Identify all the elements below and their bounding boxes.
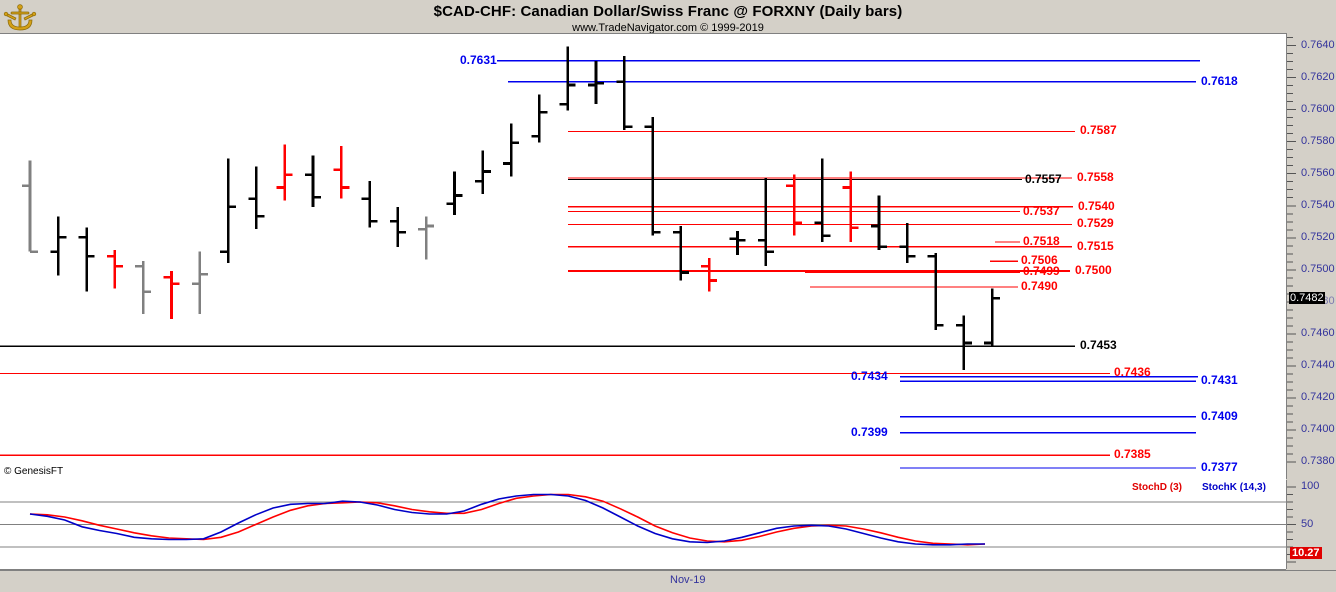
price-level-label[interactable]: 0.7399: [851, 424, 888, 439]
price-axis-tick: 0.7500: [1301, 262, 1335, 275]
price-level-label[interactable]: 0.7506: [1021, 253, 1058, 268]
stochastic-axis-ticks: [1287, 486, 1296, 563]
price-level-label[interactable]: 0.7537: [1023, 203, 1060, 218]
price-level-label[interactable]: 0.7409: [1201, 408, 1238, 423]
stochastic-svg: [0, 493, 1286, 548]
price-level-label[interactable]: 0.7515: [1077, 238, 1114, 253]
price-chart-pane[interactable]: 0.7631 0.7618 0.7587 0.7558 0.7557 0.7540 0.75…: [0, 33, 1286, 481]
price-level-label[interactable]: 0.7499: [1023, 264, 1060, 279]
price-level-label[interactable]: 0.7377: [1201, 459, 1238, 474]
price-axis-tick: 0.7620: [1301, 70, 1335, 83]
trade-navigator-logo: [2, 2, 38, 34]
price-axis-tick: 0.7580: [1301, 134, 1335, 147]
price-level-label[interactable]: 0.7518: [1023, 234, 1060, 249]
price-axis-tick: 0.7520: [1301, 230, 1335, 243]
price-axis-tick: 0.7400: [1301, 423, 1335, 436]
stochastic-pane[interactable]: StochD (3) StochK (14,3): [0, 480, 1286, 570]
current-price-tag: 0.7482: [1289, 291, 1325, 304]
price-axis-tick: 0.7540: [1301, 198, 1335, 211]
date-axis-label: Nov-19: [670, 574, 706, 586]
price-chart-svg: [0, 46, 1200, 469]
stochastic-axis[interactable]: 100 50 10.27: [1286, 480, 1336, 569]
price-level-label[interactable]: 0.7529: [1077, 216, 1114, 231]
price-axis-tick: 0.7560: [1301, 166, 1335, 179]
price-level-label[interactable]: 0.7618: [1201, 73, 1238, 88]
stochastic-axis-tick: 50: [1301, 517, 1314, 530]
stochastic-axis-tick: 100: [1301, 480, 1320, 492]
price-axis[interactable]: 0.7640 0.7620 0.7600 0.7580 0.7560 0.7540 0.75…: [1286, 33, 1336, 479]
price-level-label[interactable]: 0.7453: [1080, 338, 1117, 353]
price-axis-tick: 0.7440: [1301, 359, 1335, 372]
date-axis[interactable]: Nov-19: [0, 570, 1336, 592]
price-axis-tick: 0.7420: [1301, 391, 1335, 404]
price-level-label[interactable]: 0.7490: [1021, 278, 1058, 293]
legend-stochk[interactable]: StochK (14,3): [1202, 482, 1266, 493]
legend-stochd[interactable]: StochD (3): [1132, 482, 1182, 493]
price-axis-tick: 0.7640: [1301, 38, 1335, 51]
price-level-label[interactable]: 0.7436: [1114, 365, 1151, 380]
price-axis-tick: 0.7600: [1301, 102, 1335, 115]
price-axis-tick: 0.7380: [1301, 455, 1335, 468]
stochastic-current-value: 10.27: [1290, 547, 1322, 560]
price-level-label[interactable]: 0.7434: [851, 368, 888, 383]
price-axis-tick: 0.7460: [1301, 326, 1335, 339]
price-level-label[interactable]: 0.7385: [1114, 447, 1151, 462]
page-subtitle: www.TradeNavigator.com © 1999-2019: [572, 22, 764, 34]
price-level-label[interactable]: 0.7631: [460, 52, 497, 67]
price-level-label[interactable]: 0.7587: [1080, 123, 1117, 138]
price-level-label[interactable]: 0.7557: [1025, 171, 1062, 186]
price-level-label[interactable]: 0.7558: [1077, 169, 1114, 184]
price-level-label[interactable]: 0.7500: [1075, 262, 1112, 277]
price-level-label[interactable]: 0.7431: [1201, 373, 1238, 388]
price-level-label[interactable]: 0.7540: [1078, 198, 1115, 213]
price-axis-ticks: [1287, 36, 1296, 463]
page-title: $CAD-CHF: Canadian Dollar/Swiss Franc @ …: [433, 3, 903, 20]
genesis-watermark: © GenesisFT: [4, 466, 64, 477]
